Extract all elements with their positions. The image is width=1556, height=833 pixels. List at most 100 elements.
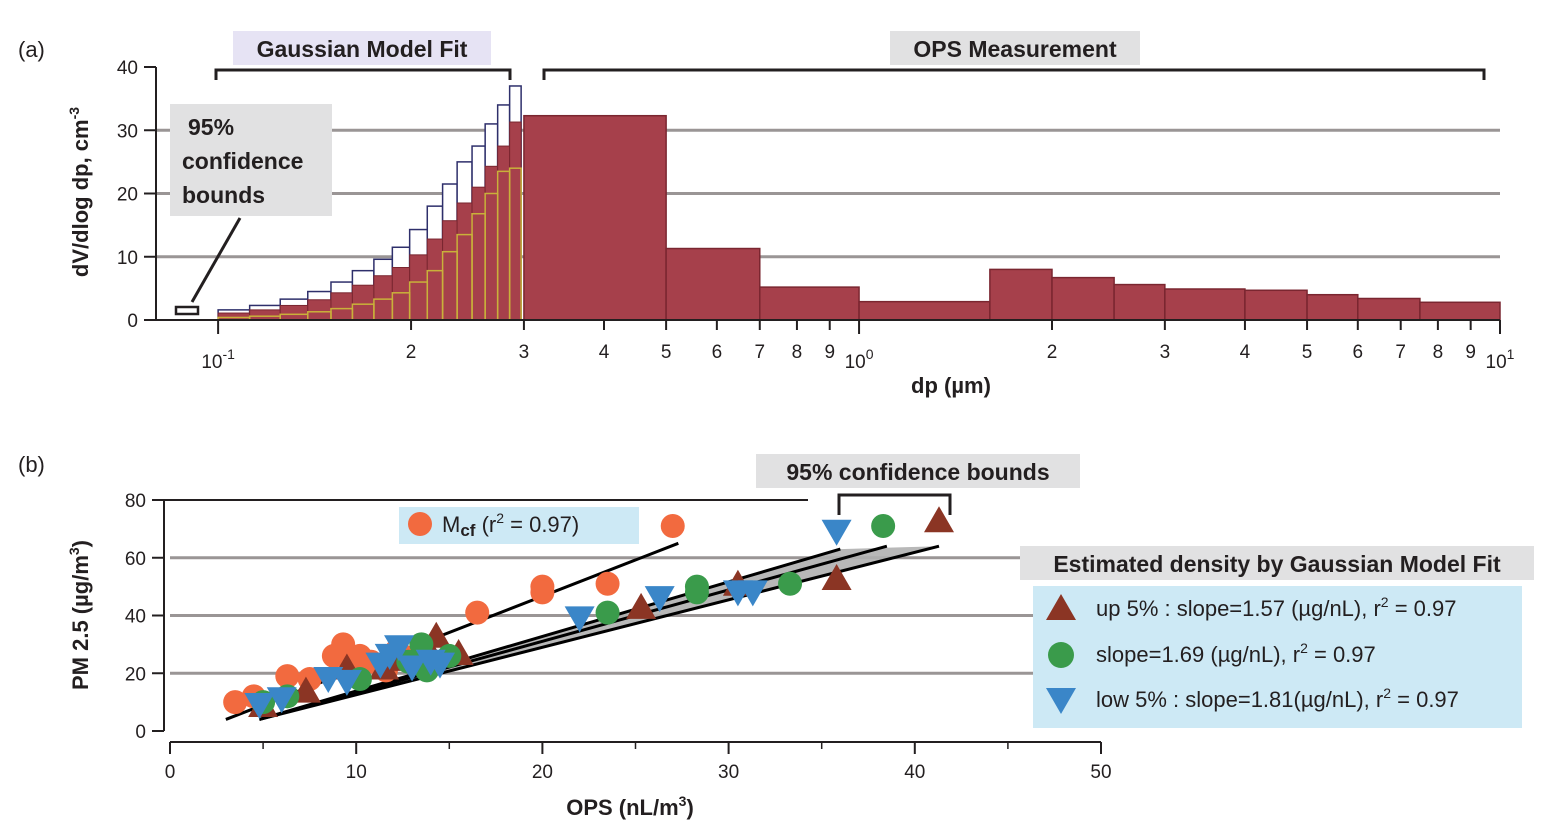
legend-up-marker bbox=[1046, 594, 1076, 620]
gaussian-fit-bar bbox=[279, 304, 309, 321]
panel-a-xtick-label: 7 bbox=[754, 342, 765, 363]
mcf-point bbox=[595, 571, 620, 596]
legend-up-main: up 5% : slope=1.57 (µg/nL), r bbox=[1096, 596, 1381, 621]
ops-bar bbox=[1244, 289, 1308, 321]
mcf-point bbox=[465, 600, 490, 625]
tick-base: 10 bbox=[1486, 352, 1507, 373]
legend-mid-sup: 2 bbox=[1300, 640, 1308, 656]
panel-a-ytick-label: 20 bbox=[117, 185, 138, 206]
mid-point bbox=[778, 571, 803, 596]
legend-mid-marker bbox=[1048, 642, 1074, 668]
gaussian-fit-bar bbox=[249, 309, 281, 321]
low5-point bbox=[331, 669, 362, 696]
panel-b-xtick-label: 0 bbox=[165, 762, 176, 783]
density-title: Estimated density by Gaussian Model Fit bbox=[1053, 551, 1501, 577]
panel-a-xtick-label: 8 bbox=[1433, 342, 1444, 363]
panel-a-xtick-label: 10-1 bbox=[201, 346, 235, 373]
panel-b-xtick-label: 30 bbox=[718, 762, 739, 783]
panel-b-ytick-label: 80 bbox=[125, 491, 146, 512]
mcf-letter: M bbox=[442, 512, 460, 537]
gaussian-fit-bar bbox=[409, 254, 428, 321]
ci-b-label: 95% confidence bounds bbox=[786, 459, 1049, 485]
legend-up-text: up 5% : slope=1.57 (µg/nL), r2 = 0.97 bbox=[1096, 594, 1456, 621]
tick-exponent: 1 bbox=[1507, 346, 1515, 362]
mcf-legend-marker bbox=[408, 512, 432, 536]
panel-a-xtick-label: 100 bbox=[845, 346, 874, 373]
gaussian-label: Gaussian Model Fit bbox=[257, 36, 468, 62]
panel-b-xlabel-text: OPS (nL/m bbox=[566, 795, 678, 820]
low5-fit-line bbox=[258, 547, 841, 721]
gaussian-fit-bar bbox=[307, 299, 332, 321]
panel-a-label: (a) bbox=[18, 37, 45, 62]
ci-marker bbox=[174, 305, 200, 316]
panel-a-xtick-label: 7 bbox=[1395, 342, 1406, 363]
tick-exponent: -1 bbox=[222, 346, 235, 362]
mcf-point bbox=[275, 664, 300, 689]
gaussian-fit-bar bbox=[442, 220, 458, 321]
panel-a-ylabel-sup: -3 bbox=[66, 107, 82, 120]
low5-point bbox=[564, 606, 595, 633]
low5-point bbox=[737, 580, 768, 607]
ops-bar bbox=[1164, 288, 1246, 321]
tick-base: 10 bbox=[201, 352, 222, 373]
panel-b-ticks: 0 20 40 60 80 0 10 20 30 40 50 bbox=[125, 491, 1112, 783]
panel-b-chart: 0 20 40 60 80 0 10 20 30 40 50 bbox=[125, 491, 1112, 783]
panel-a-xtick-label: 9 bbox=[1465, 342, 1476, 363]
panel-a-ylabel-text: dV/dlog dp, cm bbox=[68, 119, 93, 277]
mcf-pre: (r bbox=[475, 512, 496, 537]
legend-low-post: = 0.97 bbox=[1391, 687, 1459, 712]
low5-point bbox=[266, 687, 297, 714]
legend-mid-post: = 0.97 bbox=[1308, 642, 1376, 667]
ops-bar bbox=[1419, 301, 1501, 321]
density-title-box bbox=[1020, 546, 1534, 580]
ci-b-bracket bbox=[837, 493, 952, 515]
panel-b-ytick-label: 20 bbox=[125, 664, 146, 685]
ci-line-3: bounds bbox=[182, 182, 265, 208]
mcf-point bbox=[530, 580, 555, 605]
ops-bracket bbox=[542, 68, 1486, 80]
panel-a-xtick-label: 6 bbox=[712, 342, 723, 363]
ci-pointer-line bbox=[190, 217, 242, 303]
low5-point bbox=[644, 586, 675, 613]
panel-b-xtick-label: 20 bbox=[532, 762, 553, 783]
ci-line-1: 95% bbox=[188, 114, 234, 140]
ci-label-box bbox=[170, 104, 332, 216]
panel-a-xlabel: dp (µm) bbox=[911, 373, 991, 398]
panel-a-xtick-label: 9 bbox=[824, 342, 835, 363]
mid-point bbox=[595, 600, 620, 625]
up5-point bbox=[924, 506, 955, 533]
up5-point bbox=[626, 592, 657, 619]
panel-b-xlabel-sup: 3 bbox=[679, 793, 687, 809]
low5-point bbox=[244, 693, 275, 720]
mid-point bbox=[871, 513, 896, 538]
panel-b-xlabel-post: ) bbox=[686, 795, 693, 820]
mcf-post: = 0.97) bbox=[504, 512, 579, 537]
panel-b-xtick-label: 10 bbox=[346, 762, 367, 783]
mcf-point bbox=[660, 513, 685, 538]
panel-b-label: (b) bbox=[18, 452, 45, 477]
gaussian-bracket bbox=[214, 68, 512, 80]
gaussian-fit-bar bbox=[351, 284, 375, 321]
panel-b-ytick-label: 0 bbox=[135, 722, 146, 743]
panel-b-points bbox=[223, 506, 955, 720]
gaussian-fit-bar bbox=[426, 238, 444, 321]
panel-a-ytick-label: 10 bbox=[117, 248, 138, 269]
panel-a-gridlines bbox=[156, 128, 1500, 259]
mcf-sub: cf bbox=[460, 521, 475, 540]
gaussian-fit-bar bbox=[330, 292, 353, 321]
legend-up-post: = 0.97 bbox=[1389, 596, 1457, 621]
density-legend-box bbox=[1033, 586, 1522, 728]
low5-point bbox=[424, 652, 455, 679]
panel-b-xtick-label: 40 bbox=[904, 762, 925, 783]
legend-low-text: low 5% : slope=1.81(µg/nL), r2 = 0.97 bbox=[1096, 685, 1459, 712]
mcf-legend-text: Mcf (r2 = 0.97) bbox=[442, 510, 579, 540]
gaussian-fit-bar bbox=[391, 267, 411, 321]
ci-line-2: confidence bbox=[182, 148, 303, 174]
gaussian-label-box bbox=[233, 31, 491, 65]
low5-point bbox=[397, 655, 428, 682]
panel-b-fit-lines bbox=[225, 541, 940, 721]
ops-label-box bbox=[890, 31, 1140, 65]
gaussian-fit-bar bbox=[497, 145, 511, 321]
